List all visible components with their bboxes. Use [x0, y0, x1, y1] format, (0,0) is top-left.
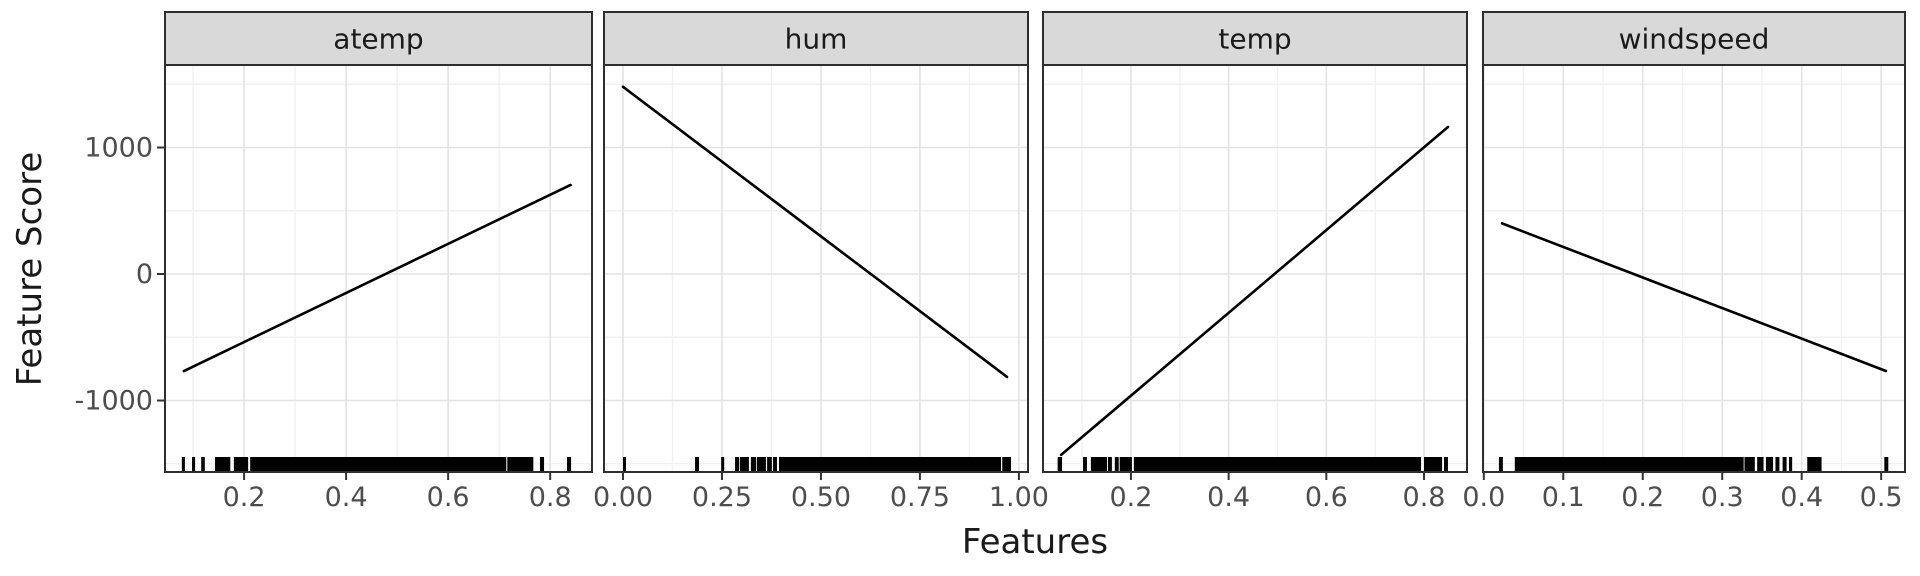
rug-marks-temp	[1107, 457, 1112, 471]
x-tick-label-temp: 0.6	[1305, 482, 1348, 513]
x-tick-label-windspeed: 0.2	[1621, 482, 1664, 513]
rug-marks-temp	[1119, 457, 1132, 471]
x-tick-label-hum: 0.00	[593, 482, 653, 513]
effect-line-temp	[1059, 125, 1450, 457]
y-axis-title: Feature Score	[10, 151, 50, 387]
panel-background-atemp	[165, 65, 592, 472]
x-tick-label-hum: 1.00	[989, 482, 1049, 513]
rug-marks-hum	[756, 457, 766, 471]
rug-marks-hum	[739, 457, 749, 471]
rug-marks-hum	[767, 457, 772, 471]
rug-marks-windspeed	[1765, 457, 1774, 471]
x-tick-label-atemp: 0.8	[529, 482, 572, 513]
rug-marks-windspeed	[1788, 457, 1793, 471]
rug-marks-hum	[1002, 457, 1011, 471]
rug-marks-atemp	[201, 457, 205, 471]
x-axis-title: Features	[961, 522, 1109, 562]
panel-background-hum	[604, 65, 1028, 472]
y-tick-label: 1000	[84, 133, 153, 164]
x-tick-label-windspeed: 0.3	[1701, 482, 1744, 513]
rug-marks-hum	[750, 457, 757, 471]
x-tick-label-windspeed: 0.5	[1860, 482, 1903, 513]
panel-background-windspeed	[1483, 65, 1905, 472]
rug-marks-atemp	[181, 457, 185, 471]
y-tick-label: -1000	[75, 386, 153, 417]
x-tick-label-temp: 0.4	[1207, 482, 1250, 513]
facet-strip-atemp	[164, 11, 593, 66]
rug-marks-temp	[1424, 457, 1443, 471]
x-tick-label-temp: 0.2	[1109, 482, 1152, 513]
panel-background-temp	[1043, 65, 1467, 472]
rug-marks-temp	[1090, 457, 1107, 471]
y-tick-label: 0	[136, 259, 153, 290]
x-tick-label-temp: 0.8	[1403, 482, 1446, 513]
facet-label-windspeed: windspeed	[1619, 23, 1770, 56]
x-tick-label-hum: 0.75	[890, 482, 950, 513]
rug-marks-windspeed	[1775, 457, 1780, 471]
rug-marks-temp	[1114, 457, 1119, 471]
x-tick-label-windspeed: 0.1	[1542, 482, 1585, 513]
rug-marks-atemp	[507, 457, 534, 471]
rug-marks-atemp	[192, 457, 196, 471]
rug-marks-hum	[778, 457, 1002, 471]
facet-strip-hum	[603, 11, 1029, 66]
x-tick-label-atemp: 0.4	[325, 482, 368, 513]
rug-marks-atemp	[567, 457, 572, 471]
rug-marks-windspeed	[1744, 457, 1755, 471]
rug-marks-atemp	[233, 457, 249, 471]
rug-marks-windspeed	[1884, 457, 1889, 471]
x-tick-label-windspeed: 0.4	[1780, 482, 1823, 513]
rug-marks-hum	[721, 457, 725, 471]
x-tick-label-hum: 0.50	[791, 482, 851, 513]
effect-line-atemp	[182, 183, 572, 373]
rug-marks-atemp	[539, 457, 545, 471]
rug-marks-hum	[773, 457, 778, 471]
rug-marks-temp	[1444, 457, 1448, 471]
rug-marks-windspeed	[1757, 457, 1764, 471]
x-tick-label-windspeed: 0.0	[1462, 482, 1505, 513]
rug-marks-windspeed	[1514, 457, 1744, 471]
rug-marks-temp	[1083, 457, 1087, 471]
effect-line-hum	[621, 85, 1009, 379]
rug-marks-atemp	[250, 457, 507, 471]
x-tick-label-atemp: 0.6	[427, 482, 470, 513]
rug-marks-temp	[1057, 457, 1063, 471]
rug-marks-hum	[695, 457, 700, 471]
x-tick-label-hum: 0.25	[692, 482, 752, 513]
facet-label-atemp: atemp	[333, 23, 423, 56]
rug-marks-windspeed	[1807, 457, 1822, 471]
rug-marks-atemp	[214, 457, 231, 471]
facet-label-temp: temp	[1218, 23, 1291, 56]
rug-marks-windspeed	[1498, 457, 1503, 471]
rug-marks-windspeed	[1782, 457, 1787, 471]
facet-strip-windspeed	[1482, 11, 1906, 66]
facet-strip-temp	[1042, 11, 1468, 66]
rug-marks-temp	[1133, 457, 1422, 471]
facet-label-hum: hum	[785, 23, 848, 56]
rug-marks-hum	[623, 457, 627, 471]
x-tick-label-atemp: 0.2	[223, 482, 266, 513]
rug-marks-hum	[735, 457, 739, 471]
effect-line-windspeed	[1500, 222, 1888, 373]
